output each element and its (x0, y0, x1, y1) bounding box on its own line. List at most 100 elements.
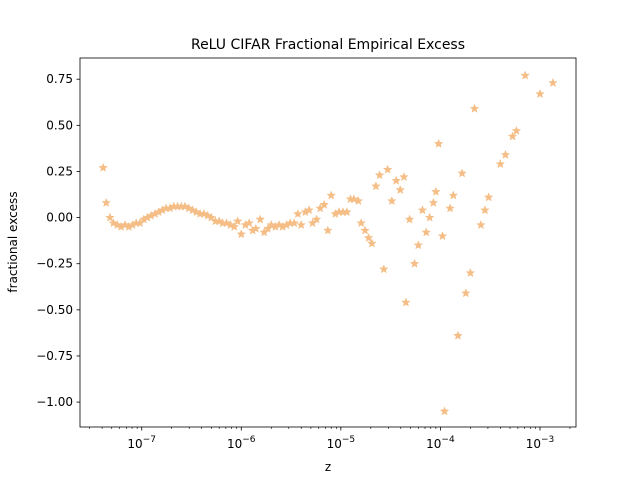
x-tick-label: 10−7 (127, 435, 156, 451)
data-point (391, 176, 401, 185)
x-tick-label: 10−6 (227, 435, 256, 451)
data-point (457, 168, 467, 178)
data-point (405, 214, 414, 224)
data-point (199, 209, 209, 218)
data-point (289, 218, 299, 227)
data-point (414, 240, 423, 249)
x-tick-label-exponent: −3 (541, 435, 554, 445)
data-point (244, 218, 254, 227)
y-tick-label: 0.25 (46, 164, 73, 178)
plot-frame (79, 57, 577, 428)
data-point (371, 181, 381, 190)
data-point (184, 203, 194, 213)
x-tick-label-base: 10 (526, 437, 541, 451)
data-point (109, 218, 118, 227)
x-tick-label: 10−5 (327, 435, 356, 451)
data-point (180, 202, 190, 211)
data-point (222, 218, 231, 227)
data-point (251, 224, 261, 233)
data-point (255, 214, 265, 224)
data-point (434, 139, 443, 148)
axis-ticks: 10−7 10−6 10−5 10−4 10−30.750.500.250.00−0.2… (36, 72, 571, 451)
data-point (401, 297, 411, 307)
data-point (188, 205, 197, 214)
y-tick-label: −1.00 (36, 395, 73, 409)
data-points (98, 71, 558, 416)
y-axis-label: fractional excess (6, 191, 20, 292)
data-point (233, 216, 242, 225)
data-point (304, 205, 314, 214)
data-point (229, 222, 239, 231)
data-point (356, 218, 366, 227)
data-point (418, 205, 427, 214)
data-point (535, 89, 545, 98)
x-tick-label-base: 10 (327, 437, 342, 451)
data-point (349, 194, 359, 203)
data-point (98, 163, 108, 172)
data-point (476, 220, 486, 229)
data-point (192, 207, 201, 216)
data-point (520, 71, 530, 80)
y-tick-label: 0.00 (46, 211, 73, 225)
x-axis-label: z (325, 460, 331, 474)
y-tick-label: −0.50 (36, 303, 73, 317)
data-point (421, 227, 431, 237)
data-point (296, 220, 306, 229)
data-point (484, 192, 493, 201)
data-point (508, 131, 517, 141)
y-tick-label: −0.75 (36, 349, 73, 363)
data-point (461, 288, 471, 297)
data-point (470, 104, 479, 113)
y-tick-label: 0.50 (46, 118, 73, 132)
data-point (410, 259, 419, 268)
x-tick-label: 10−3 (526, 435, 555, 451)
x-tick-label-exponent: −5 (342, 435, 355, 445)
x-tick-label-base: 10 (127, 437, 142, 451)
data-point (342, 207, 352, 216)
data-point (293, 209, 303, 218)
data-point (466, 268, 475, 277)
data-point (501, 150, 510, 159)
data-point (429, 198, 438, 207)
x-tick-label-exponent: −7 (143, 435, 156, 445)
data-point (453, 331, 463, 340)
y-tick-label: −0.25 (36, 257, 73, 271)
data-point (440, 406, 449, 416)
x-tick-label-base: 10 (227, 437, 242, 451)
data-point (480, 205, 490, 214)
x-tick-label-exponent: −4 (441, 435, 455, 445)
x-tick-label-exponent: −6 (242, 435, 256, 445)
data-point (387, 196, 397, 205)
data-point (207, 213, 216, 222)
data-point (101, 198, 111, 207)
x-tick-label: 10−4 (426, 435, 455, 451)
data-point (105, 213, 115, 222)
data-point (367, 238, 377, 248)
data-point (383, 165, 392, 174)
data-point (319, 200, 329, 209)
data-point (360, 226, 370, 235)
data-point (323, 226, 333, 235)
x-tick-label-base: 10 (426, 437, 441, 451)
data-point (431, 187, 441, 196)
y-tick-label: 0.75 (46, 72, 73, 86)
data-point (496, 159, 505, 168)
data-point (354, 196, 363, 205)
data-point (512, 126, 521, 135)
data-point (548, 78, 558, 87)
data-point (379, 264, 389, 273)
data-point (445, 203, 455, 213)
data-point (438, 231, 447, 240)
data-point (266, 220, 276, 229)
data-point (236, 229, 246, 238)
data-point (312, 214, 321, 224)
data-point (326, 190, 336, 200)
data-point (364, 233, 373, 242)
data-point (399, 172, 409, 181)
data-point (395, 185, 405, 194)
data-point (449, 190, 458, 200)
data-point (425, 213, 434, 222)
chart-title: ReLU CIFAR Fractional Empirical Excess (191, 37, 465, 53)
